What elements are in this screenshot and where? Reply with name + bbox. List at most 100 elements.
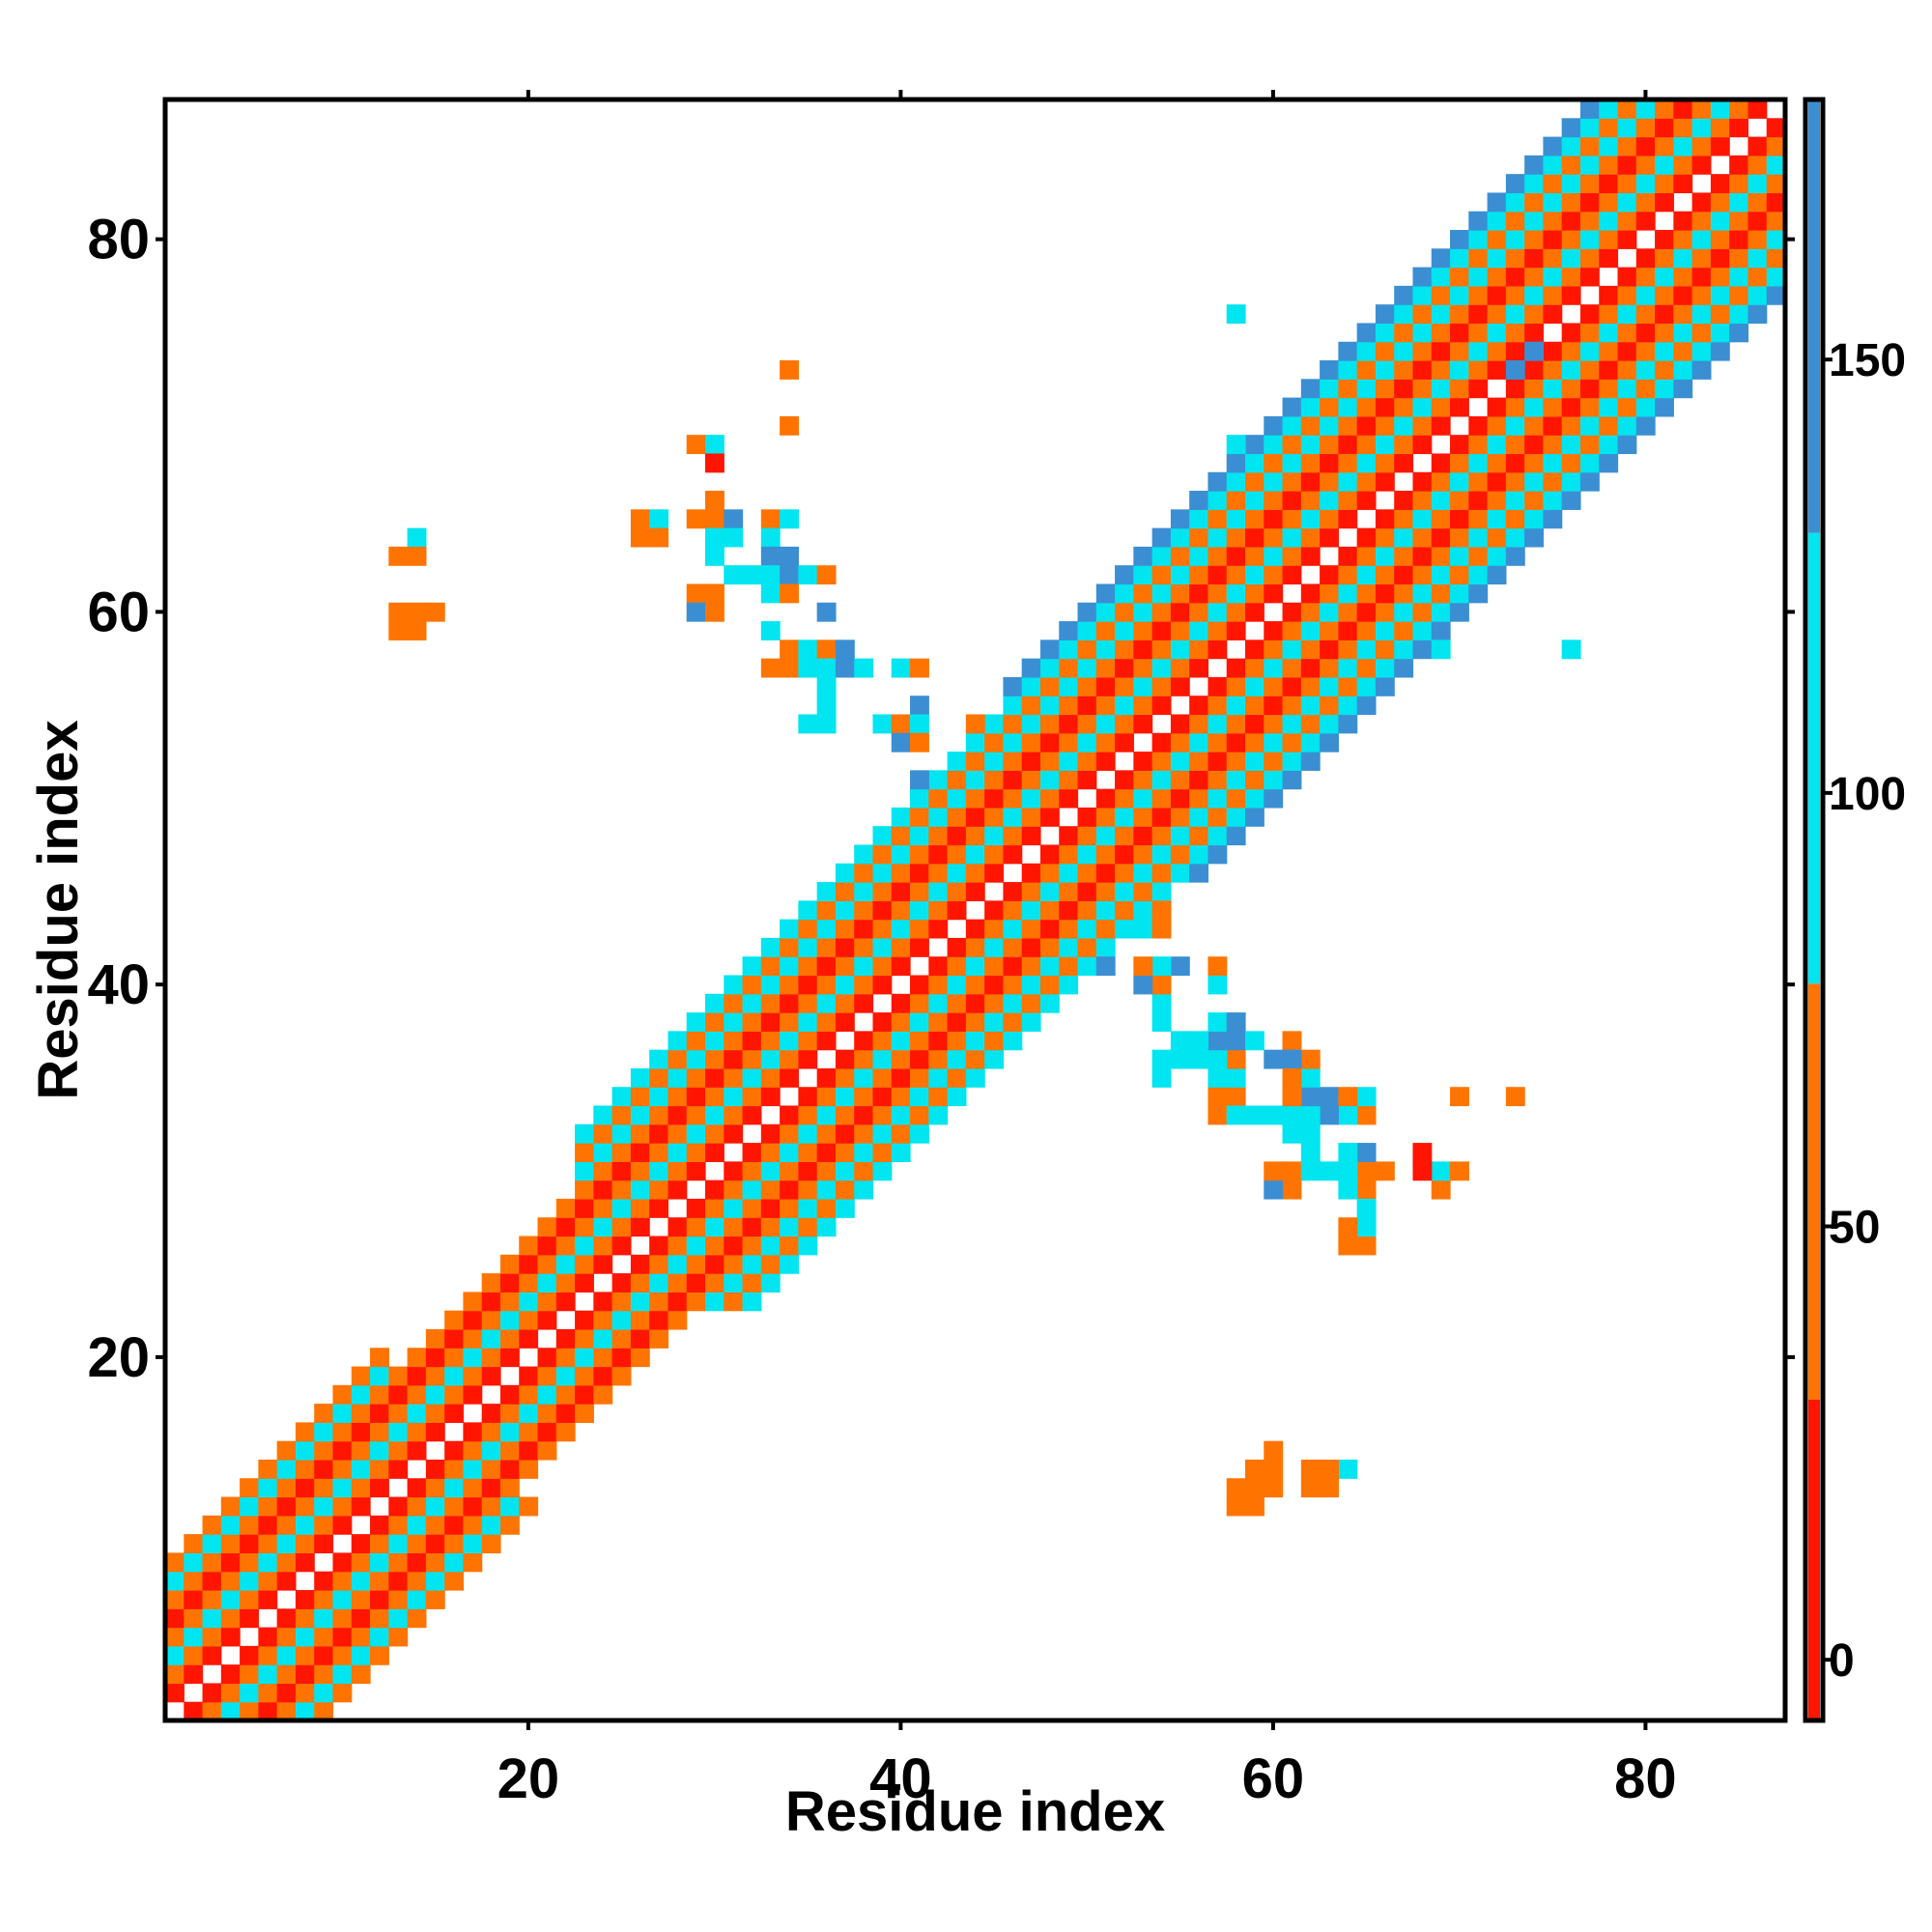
heatmap-cell — [630, 1217, 650, 1237]
heatmap-cell — [1356, 1179, 1377, 1200]
heatmap-cell — [611, 1217, 632, 1237]
heatmap-cell — [370, 1478, 389, 1498]
heatmap-cell — [1095, 807, 1116, 827]
heatmap-cell — [1208, 676, 1228, 696]
heatmap-cell — [165, 1608, 185, 1629]
heatmap-cell — [425, 1384, 445, 1405]
heatmap-cell — [705, 491, 724, 510]
heatmap-cell — [705, 1012, 724, 1032]
heatmap-cell — [1189, 714, 1209, 734]
heatmap-cell — [1468, 304, 1489, 325]
heatmap-cell — [1264, 621, 1284, 640]
heatmap-cell — [295, 1664, 315, 1685]
heatmap-cell — [835, 863, 855, 883]
heatmap-cell — [668, 1273, 688, 1293]
heatmap-cell — [780, 1067, 799, 1088]
heatmap-cell — [724, 527, 744, 548]
heatmap-cell — [499, 1478, 520, 1498]
heatmap-cell — [780, 937, 799, 957]
heatmap-cell — [649, 1328, 669, 1349]
heatmap-cell — [575, 1366, 594, 1386]
heatmap-cell — [1356, 621, 1377, 640]
heatmap-cell — [798, 639, 818, 660]
heatmap-cell — [816, 639, 837, 660]
heatmap-cell — [1245, 1031, 1264, 1051]
heatmap-cell — [1133, 770, 1153, 790]
heatmap-cell — [1524, 230, 1545, 249]
heatmap-cell — [947, 788, 967, 809]
heatmap-cell — [1208, 509, 1228, 529]
heatmap-cell — [463, 1348, 483, 1368]
heatmap-cell — [1431, 453, 1451, 473]
heatmap-cell — [351, 1440, 371, 1461]
heatmap-cell — [835, 882, 855, 901]
heatmap-cell — [835, 1161, 855, 1181]
heatmap-cell — [947, 807, 967, 827]
heatmap-cell — [499, 1254, 520, 1274]
heatmap-cell — [705, 993, 724, 1013]
heatmap-cell — [184, 1664, 204, 1685]
plot-frame — [162, 97, 1788, 1723]
heatmap-cell — [407, 527, 427, 548]
heatmap-cell — [1282, 732, 1302, 753]
heatmap-cell — [1412, 323, 1433, 343]
heatmap-cell — [332, 1627, 353, 1647]
heatmap-cell — [891, 1087, 911, 1107]
heatmap-cell — [1450, 527, 1469, 548]
heatmap-cell — [705, 546, 724, 566]
heatmap-cell — [332, 1459, 353, 1479]
heatmap-cell — [854, 956, 874, 977]
heatmap-cell — [425, 1459, 445, 1479]
heatmap-cell — [1226, 509, 1246, 529]
heatmap-cell — [1766, 267, 1786, 287]
heatmap-cell — [1450, 471, 1469, 492]
heatmap-cell — [240, 1589, 259, 1609]
heatmap-cell — [724, 565, 744, 585]
heatmap-cell — [1021, 993, 1041, 1013]
heatmap-cell — [611, 1087, 632, 1107]
heatmap-cell — [1412, 1161, 1433, 1181]
heatmap-cell — [1095, 714, 1116, 734]
heatmap-cell — [1133, 583, 1153, 604]
heatmap-cell — [1635, 174, 1656, 194]
heatmap-cell — [295, 1645, 315, 1665]
heatmap-cell — [1543, 435, 1563, 455]
heatmap-cell — [798, 956, 818, 977]
heatmap-cell — [649, 1198, 669, 1218]
heatmap-cell — [965, 826, 985, 846]
heatmap-cell — [928, 826, 949, 846]
heatmap-cell — [984, 714, 1005, 734]
heatmap-cell — [575, 1236, 594, 1256]
heatmap-cell — [1412, 602, 1433, 622]
heatmap-cell — [1561, 435, 1581, 455]
heatmap-cell — [1655, 99, 1674, 119]
heatmap-cell — [798, 1236, 818, 1256]
heatmap-cell — [872, 919, 893, 939]
heatmap-cell — [649, 1179, 669, 1200]
heatmap-cell — [835, 1143, 855, 1162]
heatmap-cell — [891, 658, 911, 678]
heatmap-cell — [370, 1384, 389, 1405]
heatmap-cell — [1264, 491, 1284, 510]
heatmap-cell — [1077, 863, 1097, 883]
heatmap-cell — [1320, 714, 1339, 734]
heatmap-cell — [258, 1589, 278, 1609]
heatmap-cell — [425, 1552, 445, 1573]
heatmap-cell — [370, 1440, 389, 1461]
heatmap-cell — [611, 1366, 632, 1386]
heatmap-cell — [1226, 304, 1246, 325]
heatmap-cell — [1579, 136, 1600, 156]
heatmap-cell — [1579, 230, 1600, 249]
heatmap-cell — [1505, 285, 1525, 305]
heatmap-cell — [1431, 546, 1451, 566]
heatmap-cell — [1170, 583, 1190, 604]
heatmap-cell — [1264, 471, 1284, 492]
heatmap-cell — [537, 1366, 557, 1386]
heatmap-cell — [1338, 602, 1358, 622]
heatmap-cell — [1059, 844, 1079, 865]
heatmap-cell — [1468, 509, 1489, 529]
heatmap-cell — [258, 1534, 278, 1554]
heatmap-cell — [891, 1105, 911, 1125]
